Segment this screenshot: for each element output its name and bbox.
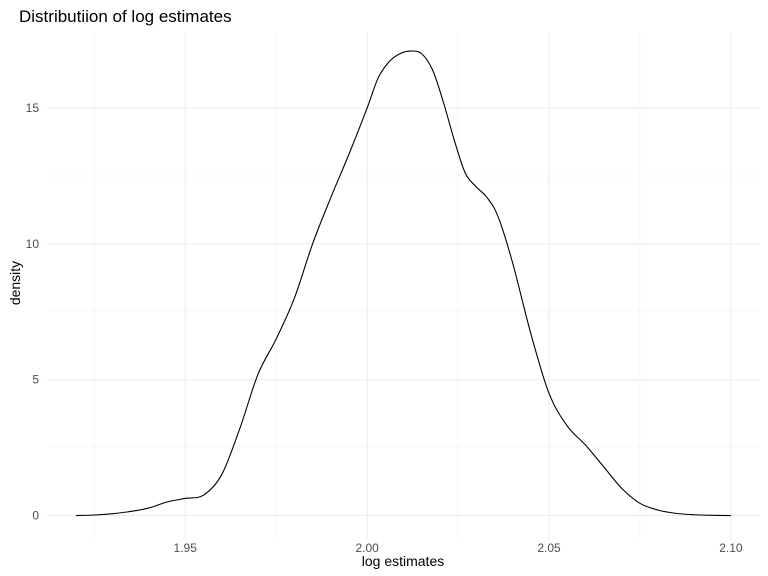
y-tick-label: 0 xyxy=(32,509,39,523)
x-tick-label: 2.05 xyxy=(537,541,561,555)
y-tick-label: 15 xyxy=(26,101,40,115)
major-gridlines xyxy=(47,32,760,540)
y-tick-label: 10 xyxy=(26,237,40,251)
x-tick-label: 1.95 xyxy=(174,541,198,555)
minor-gridlines xyxy=(47,32,760,540)
y-axis-title: density xyxy=(7,261,23,305)
x-axis-ticks: 1.95 2.00 2.05 2.10 xyxy=(174,541,743,555)
density-line xyxy=(76,50,731,517)
x-tick-label: 2.00 xyxy=(355,541,379,555)
x-tick-label: 2.10 xyxy=(719,541,743,555)
y-axis-ticks: 0 5 10 15 xyxy=(26,101,40,522)
x-axis-title: log estimates xyxy=(362,553,444,569)
chart-title: Distributiion of log estimates xyxy=(19,7,232,26)
y-tick-label: 5 xyxy=(32,373,39,387)
